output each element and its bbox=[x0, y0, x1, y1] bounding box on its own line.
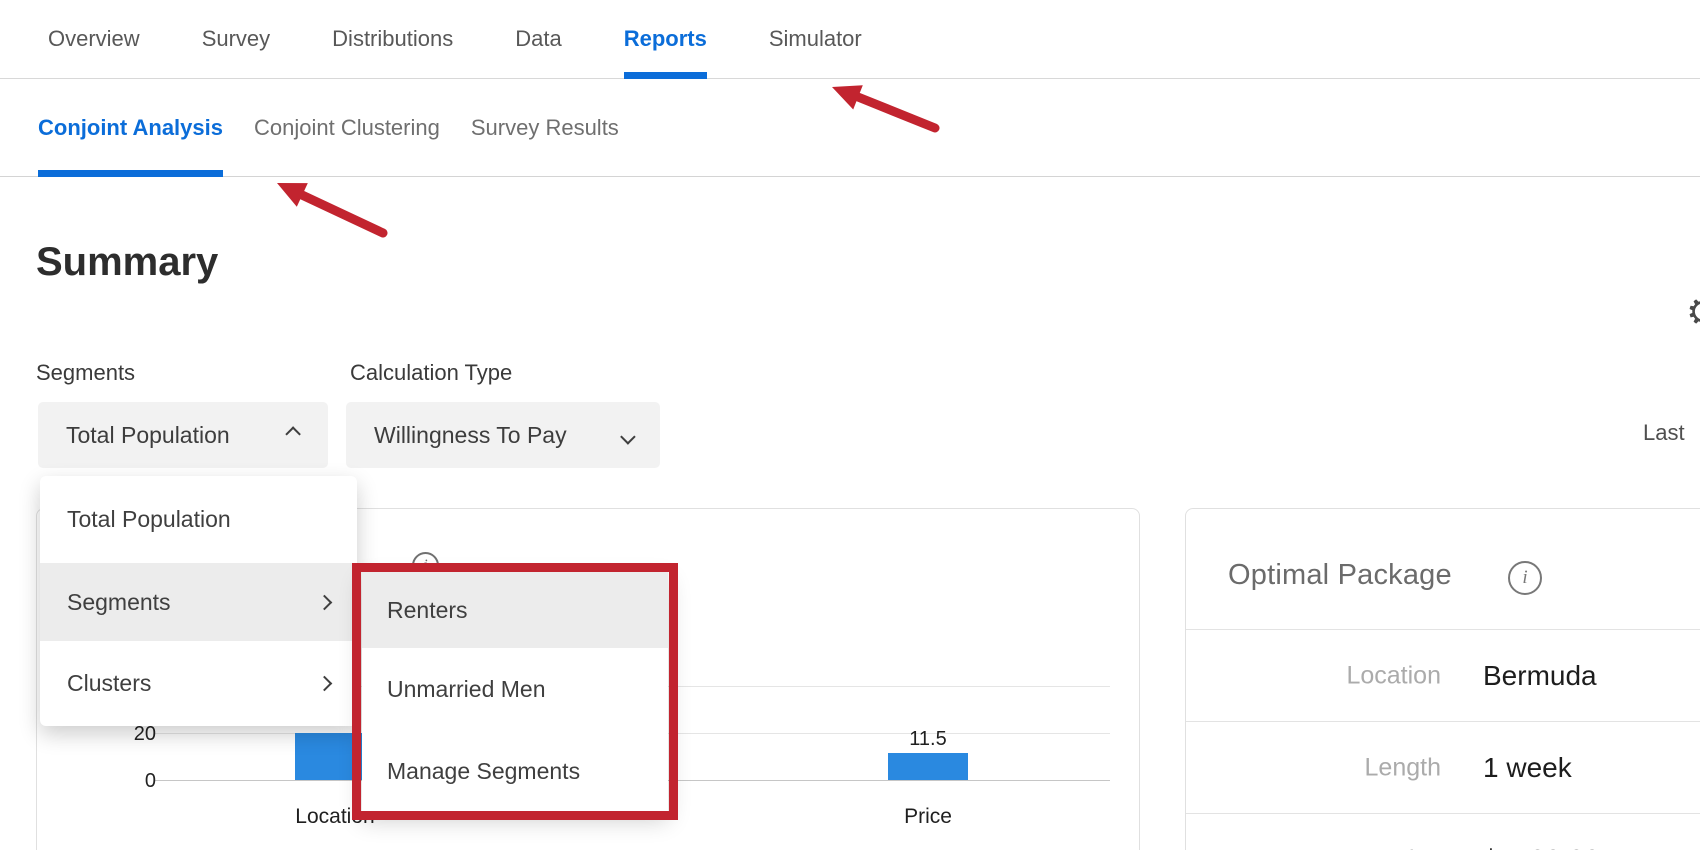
row-value: $1500.00 bbox=[1483, 844, 1600, 850]
segments-filter-label: Segments bbox=[36, 360, 136, 385]
calculation-type-label: Calculation Type bbox=[350, 360, 513, 385]
row-value: Bermuda bbox=[1483, 659, 1597, 691]
row-label: Price bbox=[1384, 845, 1441, 850]
segments-dropdown-menu: Total Population Segments Clusters bbox=[40, 476, 357, 726]
optimal-package-title: Optimal Package bbox=[1228, 559, 1452, 591]
info-icon[interactable]: i bbox=[1508, 561, 1542, 595]
tab-data[interactable]: Data bbox=[515, 26, 562, 51]
tab-survey[interactable]: Survey bbox=[201, 26, 271, 51]
menu-item-label: Total Population bbox=[67, 506, 231, 532]
chevron-right-icon bbox=[316, 594, 333, 610]
menu-item-segments[interactable]: Segments bbox=[40, 563, 357, 641]
submenu-item-renters[interactable]: Renters bbox=[362, 572, 668, 648]
menu-item-total-population[interactable]: Total Population bbox=[40, 476, 357, 563]
chevron-down-icon bbox=[620, 428, 636, 445]
row-label: Length bbox=[1364, 753, 1441, 781]
tab-conjoint-analysis[interactable]: Conjoint Analysis bbox=[38, 80, 223, 177]
tab-distributions[interactable]: Distributions bbox=[332, 26, 454, 51]
chevron-right-icon bbox=[316, 675, 333, 692]
calculation-type-dropdown-value: Willingness To Pay bbox=[374, 421, 567, 448]
submenu-item-unmarried-men[interactable]: Unmarried Men bbox=[387, 675, 546, 702]
menu-item-label: Clusters bbox=[67, 670, 152, 696]
segments-dropdown-value: Total Population bbox=[66, 421, 230, 448]
top-navigation: Overview Survey Distributions Data Repor… bbox=[0, 0, 1700, 79]
row-label: Location bbox=[1346, 661, 1441, 689]
tab-overview[interactable]: Overview bbox=[48, 26, 140, 51]
row-value: 1 week bbox=[1483, 751, 1572, 783]
annotation-arrow-conjoint bbox=[277, 183, 388, 238]
chevron-up-icon bbox=[285, 425, 301, 442]
menu-item-label: Segments bbox=[67, 588, 171, 615]
menu-item-clusters[interactable]: Clusters bbox=[40, 641, 357, 726]
settings-gear-icon[interactable]: ⚙ bbox=[1686, 294, 1700, 332]
submenu-item-manage-segments[interactable]: Manage Segments bbox=[387, 757, 581, 784]
optimal-package-card: Optimal Package i Location Bermuda Lengt… bbox=[1185, 508, 1700, 850]
optimal-package-row: Location Bermuda bbox=[1186, 629, 1700, 721]
segments-submenu: Renters Unmarried Men Manage Segments bbox=[362, 572, 668, 812]
segments-dropdown-button[interactable]: Total Population bbox=[38, 402, 328, 468]
tab-survey-results[interactable]: Survey Results bbox=[470, 115, 619, 140]
tab-conjoint-clustering[interactable]: Conjoint Clustering bbox=[253, 115, 440, 140]
optimal-package-row: Length 1 week bbox=[1186, 721, 1700, 813]
tab-reports[interactable]: Reports bbox=[623, 0, 707, 79]
optimal-package-row: Price $1500.00 bbox=[1186, 813, 1700, 850]
page-title: Summary bbox=[36, 240, 219, 284]
tab-simulator[interactable]: Simulator bbox=[768, 26, 862, 51]
reports-sub-navigation: Conjoint Analysis Conjoint Clustering Su… bbox=[0, 80, 1700, 177]
last-updated-text: Last bbox=[1643, 420, 1685, 445]
calculation-type-dropdown-button[interactable]: Willingness To Pay bbox=[346, 402, 660, 468]
